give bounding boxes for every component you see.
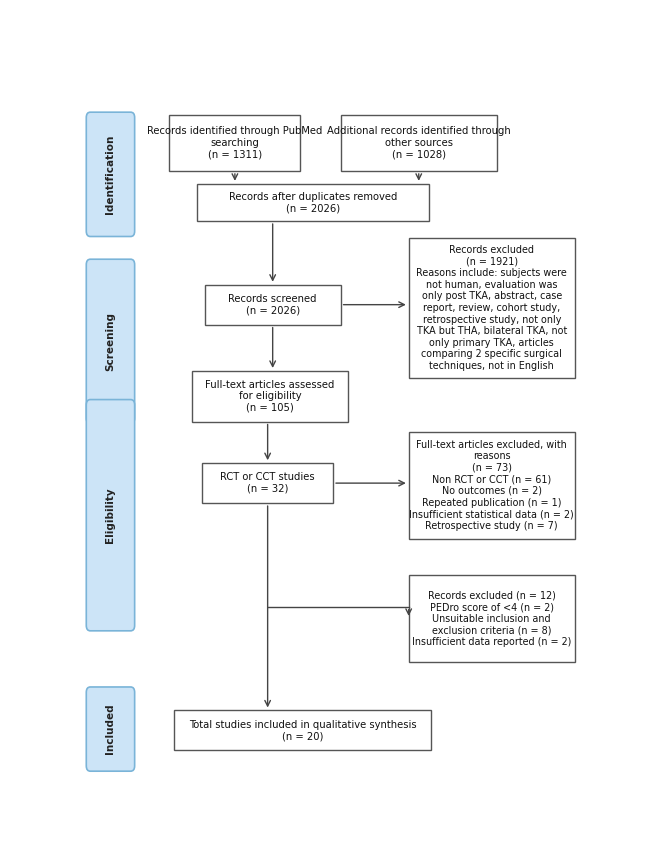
Text: Records excluded (n = 12)
PEDro score of <4 (n = 2)
Unsuitable inclusion and
exc: Records excluded (n = 12) PEDro score of… xyxy=(412,590,571,647)
Bar xyxy=(409,575,575,662)
Bar xyxy=(205,285,341,325)
Bar xyxy=(409,431,575,538)
Bar xyxy=(197,184,429,221)
Text: Included: Included xyxy=(105,704,116,754)
FancyBboxPatch shape xyxy=(86,260,135,424)
Text: Identification: Identification xyxy=(105,135,116,214)
Text: Total studies included in qualitative synthesis
(n = 20): Total studies included in qualitative sy… xyxy=(189,720,417,741)
FancyBboxPatch shape xyxy=(86,112,135,236)
Text: Records after duplicates removed
(n = 2026): Records after duplicates removed (n = 20… xyxy=(229,192,397,214)
Text: Eligibility: Eligibility xyxy=(105,488,116,543)
Text: Records excluded
(n = 1921)
Reasons include: subjects were
not human, evaluation: Records excluded (n = 1921) Reasons incl… xyxy=(417,245,567,371)
Text: Full-text articles assessed
for eligibility
(n = 105): Full-text articles assessed for eligibil… xyxy=(205,379,335,413)
Text: RCT or CCT studies
(n = 32): RCT or CCT studies (n = 32) xyxy=(220,472,315,494)
Bar xyxy=(202,463,333,503)
Bar xyxy=(174,710,432,751)
Text: Additional records identified through
other sources
(n = 1028): Additional records identified through ot… xyxy=(327,127,511,160)
Bar xyxy=(409,238,575,378)
Bar xyxy=(341,115,497,171)
Bar xyxy=(192,371,348,422)
Text: Records identified through PubMed
searching
(n = 1311): Records identified through PubMed search… xyxy=(147,127,322,160)
Bar xyxy=(170,115,300,171)
Text: Records screened
(n = 2026): Records screened (n = 2026) xyxy=(228,294,317,315)
Text: Full-text articles excluded, with
reasons
(n = 73)
Non RCT or CCT (n = 61)
No ou: Full-text articles excluded, with reason… xyxy=(410,439,574,530)
Text: Screening: Screening xyxy=(105,312,116,371)
FancyBboxPatch shape xyxy=(86,687,135,771)
FancyBboxPatch shape xyxy=(86,399,135,631)
